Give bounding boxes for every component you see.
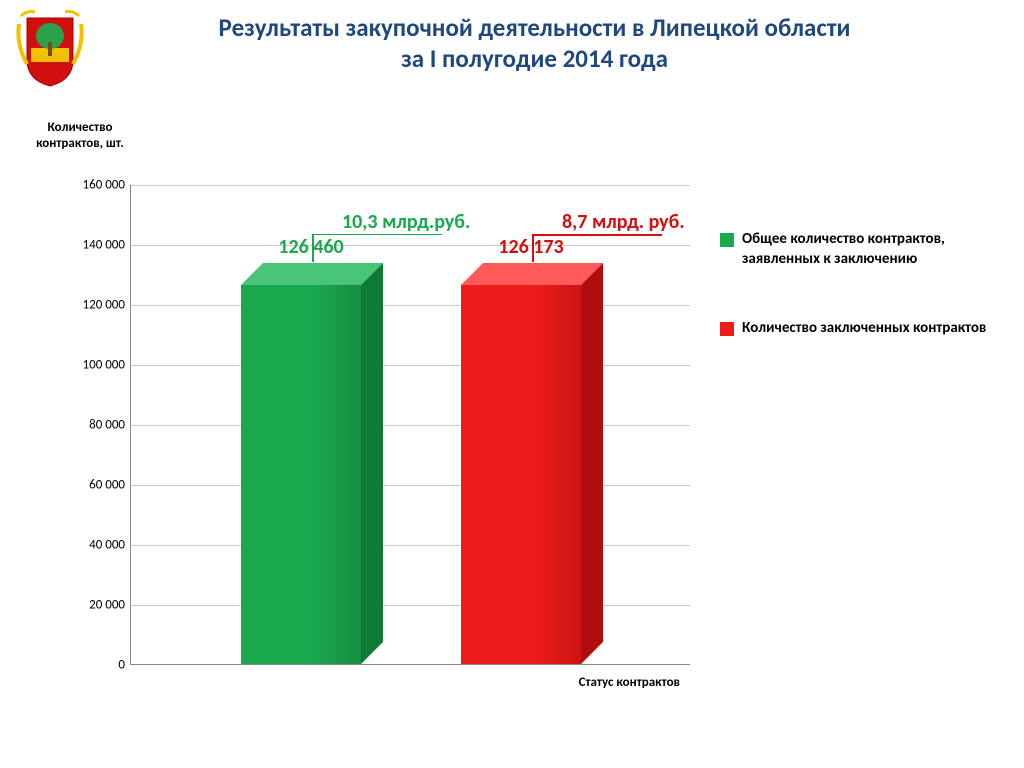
grid-line: [131, 605, 690, 606]
title-line-1: Результаты закупочной деятельности в Лип…: [219, 12, 851, 43]
bar-side: [361, 263, 383, 664]
callout-connector: [532, 234, 534, 262]
grid-line: [131, 545, 690, 546]
bar-front: [461, 285, 581, 664]
page-title: Результаты закупочной деятельности в Лип…: [85, 10, 984, 75]
x-axis-label-text: Статус контрактов: [579, 675, 680, 690]
bar-top: [241, 263, 383, 285]
region-crest-icon: [15, 10, 85, 88]
y-tick-label: 0: [41, 658, 131, 673]
bar-0: [241, 285, 361, 664]
callout-line: [532, 234, 662, 236]
grid-line: [131, 365, 690, 366]
callout-label: 10,3 млрд.руб.: [342, 210, 470, 234]
y-tick-label: 100 000: [41, 358, 131, 373]
legend-swatch: [720, 322, 734, 336]
bar-side: [581, 263, 603, 664]
y-tick-label: 60 000: [41, 478, 131, 493]
legend: Общее количество контрактов, заявленных …: [720, 230, 1010, 389]
bar-1: [461, 285, 581, 664]
callout-connector: [312, 234, 314, 262]
title-line-2: за I полугодие 2014 года: [401, 43, 668, 74]
bar-value-label: 126 460: [256, 235, 366, 259]
bar-front: [241, 285, 361, 664]
grid-line: [131, 305, 690, 306]
y-tick-label: 120 000: [41, 298, 131, 313]
y-tick-label: 40 000: [41, 538, 131, 553]
legend-item: Количество заключенных контрактов: [720, 319, 1010, 339]
y-tick-label: 160 000: [41, 178, 131, 193]
grid-line: [131, 425, 690, 426]
callout-label: 8,7 млрд. руб.: [562, 210, 685, 234]
grid-line: [131, 245, 690, 246]
bar-value-label: 126 173: [476, 235, 586, 259]
bar-chart: Количество контрактов, шт. 020 00040 000…: [30, 100, 1000, 740]
legend-label: Количество заключенных контрактов: [742, 319, 986, 339]
callout-line: [312, 234, 442, 236]
legend-item: Общее количество контрактов, заявленных …: [720, 230, 1010, 269]
legend-swatch: [720, 233, 734, 247]
bar-top: [461, 263, 603, 285]
y-axis-label: Количество контрактов, шт.: [30, 120, 130, 151]
x-axis-label: Статус контрактов: [130, 675, 690, 691]
plot-area: 020 00040 00060 00080 000100 000120 0001…: [130, 185, 690, 665]
legend-label: Общее количество контрактов, заявленных …: [742, 230, 1010, 269]
grid-line: [131, 185, 690, 186]
y-tick-label: 140 000: [41, 238, 131, 253]
y-tick-label: 20 000: [41, 598, 131, 613]
y-tick-label: 80 000: [41, 418, 131, 433]
grid-line: [131, 485, 690, 486]
